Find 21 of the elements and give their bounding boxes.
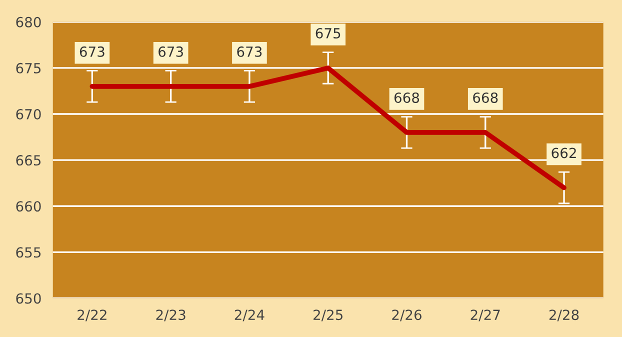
x-tick-label: 2/26 [392,310,422,322]
y-tick-label: 680 [16,16,41,28]
y-tick-label: 675 [16,62,41,74]
data-label: 675 [316,28,340,38]
x-tick-label: 2/27 [470,310,500,322]
x-tick-label: 2/28 [549,310,579,322]
y-tick-label: 665 [16,155,41,166]
data-label: 673 [237,46,262,57]
y-tick-label: 655 [16,247,41,258]
x-tick-label: 2/22 [78,310,106,322]
y-tick-label: 670 [16,108,41,120]
y-tick-label: 650 [16,293,41,304]
x-tick-label: 2/24 [234,310,264,322]
data-label: 668 [394,92,420,103]
x-tick-label: 2/25 [314,310,342,322]
y-tick-label: 660 [16,201,41,212]
x-tick-label: 2/23 [156,310,186,322]
data-label: 673 [80,46,104,57]
data-label: 662 [552,148,576,158]
data-label: 673 [158,46,183,57]
data-label: 668 [473,92,498,103]
